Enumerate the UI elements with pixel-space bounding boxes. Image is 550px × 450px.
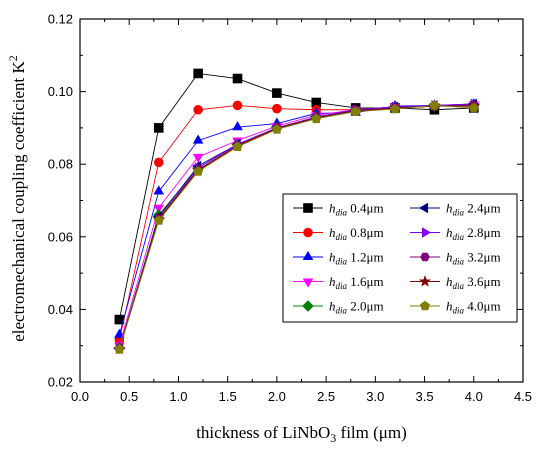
- legend-label: hdia 1.6μm: [329, 274, 384, 291]
- y-tick-label: 0.02: [48, 375, 73, 390]
- legend: hdia 0.4μm hdia 0.8μm hdia 1.2μm hdia 1.6μm…: [282, 193, 518, 323]
- data-point: [114, 344, 125, 354]
- legend-item: hdia 0.8μm: [293, 225, 384, 242]
- x-tick-label: 2.0: [268, 389, 286, 404]
- data-point: [192, 153, 204, 164]
- y-tick-label: 0.08: [48, 157, 73, 172]
- legend-marker: [302, 278, 314, 288]
- x-tick-label: 1.0: [169, 389, 187, 404]
- x-tick-label: 1.5: [219, 389, 237, 404]
- legend-marker: [303, 227, 313, 238]
- legend-label: hdia 3.2μm: [446, 250, 501, 267]
- legend-label: hdia 4.0μm: [446, 299, 501, 316]
- data-point: [429, 100, 440, 110]
- legend-marker: [418, 202, 429, 214]
- data-point: [350, 106, 361, 116]
- data-point: [468, 102, 479, 113]
- legend-label: hdia 1.2μm: [329, 250, 384, 267]
- legend-label: hdia 0.8μm: [329, 225, 384, 242]
- data-point: [153, 123, 164, 133]
- series-layer: [113, 68, 480, 355]
- legend-marker: [419, 300, 431, 311]
- data-point: [114, 328, 125, 338]
- data-point: [192, 134, 204, 144]
- x-tick-label: 2.5: [317, 389, 335, 404]
- data-point: [153, 185, 165, 195]
- x-tick-label: 4.0: [465, 389, 483, 404]
- legend-item: hdia 2.8μm: [410, 225, 501, 242]
- legend-marker: [302, 300, 314, 312]
- legend-item: hdia 0.4μm: [293, 201, 384, 218]
- data-point: [193, 104, 203, 115]
- legend-marker: [420, 252, 430, 262]
- series-10: [114, 100, 479, 354]
- data-point: [193, 68, 203, 79]
- y-tick-label: 0.10: [48, 84, 73, 99]
- data-point: [272, 103, 282, 114]
- x-axis-label: thickness of LiNbO3 film (μm): [196, 423, 407, 445]
- legend-item: hdia 4.0μm: [410, 299, 501, 316]
- legend-item: hdia 1.2μm: [293, 250, 384, 267]
- legend-item: hdia 2.4μm: [410, 201, 501, 218]
- data-point: [311, 113, 322, 124]
- legend-marker: [303, 203, 313, 213]
- legend-label: hdia 2.4μm: [446, 201, 501, 218]
- data-point: [390, 103, 401, 114]
- series-line: [118, 104, 474, 350]
- data-point: [153, 215, 164, 225]
- data-point: [232, 100, 243, 111]
- y-tick-label: 0.06: [48, 229, 73, 244]
- data-point: [272, 88, 282, 98]
- data-point: [153, 204, 165, 214]
- axis-ticks: 0.0 0.5 1.0 1.5 2.0 2.5 3.0 3.5 4.0 4.5 0.02 0.04 0.…: [48, 12, 532, 405]
- data-point: [271, 124, 282, 134]
- legend-marker: [302, 250, 314, 261]
- y-tick-label: 0.04: [48, 302, 73, 317]
- y-axis-label: electromechanical coupling coefficient K…: [6, 55, 28, 342]
- legend-item: hdia 2.0μm: [293, 299, 384, 316]
- x-tick-label: 0.5: [120, 389, 138, 404]
- legend-label: hdia 0.4μm: [329, 201, 384, 218]
- legend-marker: [421, 227, 432, 238]
- data-point: [193, 166, 204, 176]
- legend-marker: [418, 275, 432, 287]
- legend-label: hdia 2.8μm: [446, 225, 501, 242]
- series-line: [118, 72, 474, 320]
- x-tick-label: 3.5: [416, 389, 434, 404]
- y-tick-label: 0.12: [48, 12, 73, 27]
- x-tick-label: 0.0: [71, 389, 89, 404]
- legend-item: hdia 3.2μm: [410, 250, 501, 267]
- data-point: [232, 73, 243, 84]
- data-point: [232, 141, 243, 152]
- legend-label: hdia 2.0μm: [329, 299, 384, 316]
- legend-box: [282, 193, 518, 323]
- data-point: [153, 157, 164, 168]
- data-point: [232, 121, 243, 131]
- legend-item: hdia 3.6μm: [410, 274, 501, 291]
- x-tick-label: 3.0: [366, 389, 384, 404]
- legend-item: hdia 1.6μm: [293, 274, 384, 291]
- legend-label: hdia 3.6μm: [446, 274, 501, 291]
- x-tick-label: 4.5: [514, 389, 532, 404]
